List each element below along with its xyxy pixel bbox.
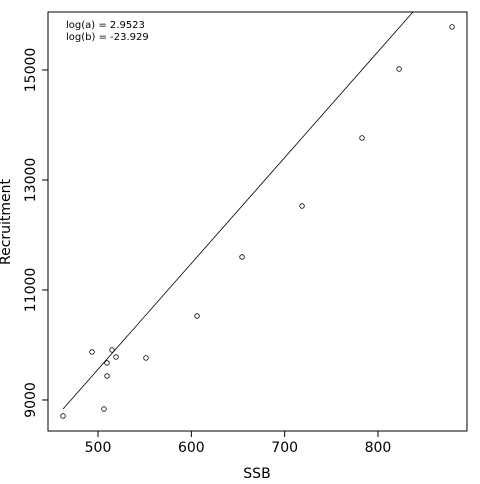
point xyxy=(239,254,245,260)
annotation: log(a) = 2.9523 xyxy=(66,20,145,31)
point xyxy=(449,24,455,30)
point xyxy=(396,66,402,72)
y-tick-label: 13000 xyxy=(23,158,39,203)
point xyxy=(143,355,149,361)
x-tick-label: 700 xyxy=(271,440,298,456)
point xyxy=(89,349,95,355)
y-tick-label: 9000 xyxy=(23,382,39,418)
x-tick-label: 600 xyxy=(178,440,205,456)
plot-frame xyxy=(47,11,468,432)
point xyxy=(101,406,107,412)
y-tick-label: 15000 xyxy=(23,48,39,93)
annotation: log(b) = -23.929 xyxy=(66,32,149,43)
point xyxy=(113,354,119,360)
point xyxy=(109,347,115,353)
point xyxy=(104,360,110,366)
point xyxy=(194,313,200,319)
y-axis-label: Recruitment xyxy=(0,178,14,265)
point xyxy=(299,203,305,209)
fit-line xyxy=(62,11,414,410)
y-tick-label: 11000 xyxy=(23,268,39,313)
point xyxy=(104,373,110,379)
x-tick-label: 800 xyxy=(365,440,392,456)
point xyxy=(359,135,365,141)
point xyxy=(60,413,66,419)
x-tick-label: 500 xyxy=(85,440,112,456)
x-axis-label: SSB xyxy=(243,466,270,480)
